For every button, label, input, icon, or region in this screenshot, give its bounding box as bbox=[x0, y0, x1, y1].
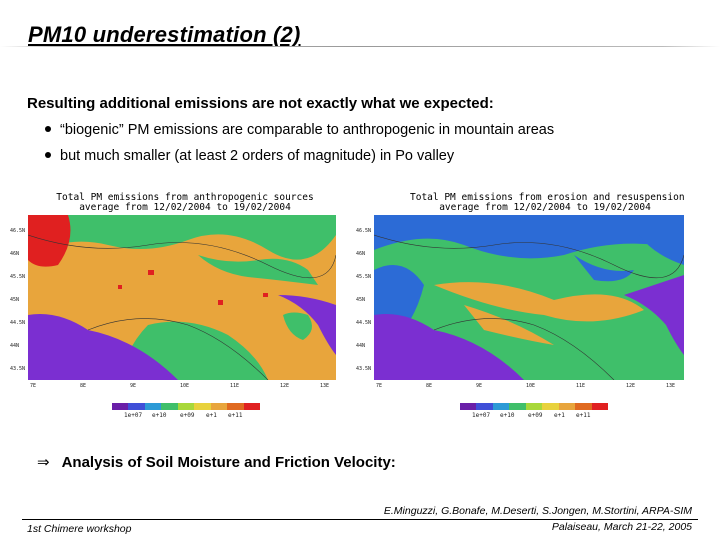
map-title-anthropogenic: Total PM emissions from anthropogenic so… bbox=[56, 192, 314, 213]
lat-label: 44N bbox=[356, 343, 366, 349]
colorbar-label: e+09 bbox=[528, 412, 543, 419]
lat-label: 45N bbox=[356, 297, 366, 303]
bullet-text: but much smaller (at least 2 orders of m… bbox=[60, 148, 455, 164]
lon-label: 13E bbox=[320, 383, 330, 389]
bullet-dot-icon bbox=[45, 152, 51, 158]
colorbar-label: e+11 bbox=[576, 412, 591, 419]
emission-map-anthropogenic bbox=[28, 215, 336, 380]
lat-label: 44N bbox=[10, 343, 20, 349]
lon-label: 11E bbox=[576, 383, 586, 389]
analysis-text: Analysis of Soil Moisture and Friction V… bbox=[61, 454, 396, 471]
lon-label: 9E bbox=[476, 383, 483, 389]
lat-label: 45.5N bbox=[10, 274, 26, 280]
title-underline-rule bbox=[0, 46, 720, 47]
lon-label: 10E bbox=[180, 383, 190, 389]
footer-authors: E.Minguzzi, G.Bonafe, M.Deserti, S.Jonge… bbox=[383, 505, 692, 517]
lon-label: 7E bbox=[376, 383, 383, 389]
lon-label: 13E bbox=[666, 383, 676, 389]
colorbar-label: 1e+07 bbox=[124, 412, 143, 419]
lat-label: 44.5N bbox=[10, 320, 26, 326]
lat-label: 44.5N bbox=[356, 320, 372, 326]
colorbar-label: e+09 bbox=[180, 412, 195, 419]
lat-label: 46N bbox=[10, 251, 20, 257]
colorbar-label: 1e+07 bbox=[472, 412, 491, 419]
footer-workshop: 1st Chimere workshop bbox=[27, 523, 132, 535]
bullet-item: “biogenic” PM emissions are comparable t… bbox=[45, 122, 554, 138]
lat-label: 45.5N bbox=[356, 274, 372, 280]
map-anthropogenic bbox=[28, 215, 336, 380]
lon-label: 8E bbox=[80, 383, 87, 389]
colorbar-label: e+1 bbox=[206, 412, 217, 419]
emission-map-erosion bbox=[374, 215, 684, 380]
bullet-item: but much smaller (at least 2 orders of m… bbox=[45, 148, 454, 164]
colorbar-erosion bbox=[460, 403, 608, 410]
footer-venue-date: Palaiseau, March 21-22, 2005 bbox=[551, 521, 692, 533]
lon-label: 7E bbox=[30, 383, 37, 389]
implies-arrow-icon: ⇒ bbox=[37, 454, 50, 471]
colorbar-label: e+10 bbox=[500, 412, 515, 419]
footer-credits: E.Minguzzi, G.Bonafe, M.Deserti, S.Jonge… bbox=[384, 503, 692, 535]
colorbar-anthropogenic bbox=[112, 403, 260, 410]
lat-label: 46.5N bbox=[356, 228, 372, 234]
lon-label: 12E bbox=[626, 383, 636, 389]
lat-label: 43.5N bbox=[10, 366, 26, 372]
footer-rule bbox=[22, 519, 698, 520]
lon-label: 11E bbox=[230, 383, 240, 389]
lon-label: 9E bbox=[130, 383, 137, 389]
lat-label: 46.5N bbox=[10, 228, 26, 234]
lon-label: 12E bbox=[280, 383, 290, 389]
lat-label: 43.5N bbox=[356, 366, 372, 372]
bullet-text: “biogenic” PM emissions are comparable t… bbox=[60, 122, 555, 138]
colorbar-label: e+1 bbox=[554, 412, 565, 419]
bullet-dot-icon bbox=[45, 126, 51, 132]
colorbar-label: e+11 bbox=[228, 412, 243, 419]
intro-text: Resulting additional emissions are not e… bbox=[27, 95, 494, 112]
lon-label: 8E bbox=[426, 383, 433, 389]
map-title-erosion: Total PM emissions from erosion and resu… bbox=[410, 192, 685, 213]
lat-label: 46N bbox=[356, 251, 366, 257]
lon-label: 10E bbox=[526, 383, 536, 389]
lat-label: 45N bbox=[10, 297, 20, 303]
map-erosion bbox=[374, 215, 684, 380]
slide-title: PM10 underestimation (2) bbox=[28, 22, 301, 47]
colorbar-label: e+10 bbox=[152, 412, 167, 419]
analysis-line: ⇒ Analysis of Soil Moisture and Friction … bbox=[37, 453, 396, 471]
